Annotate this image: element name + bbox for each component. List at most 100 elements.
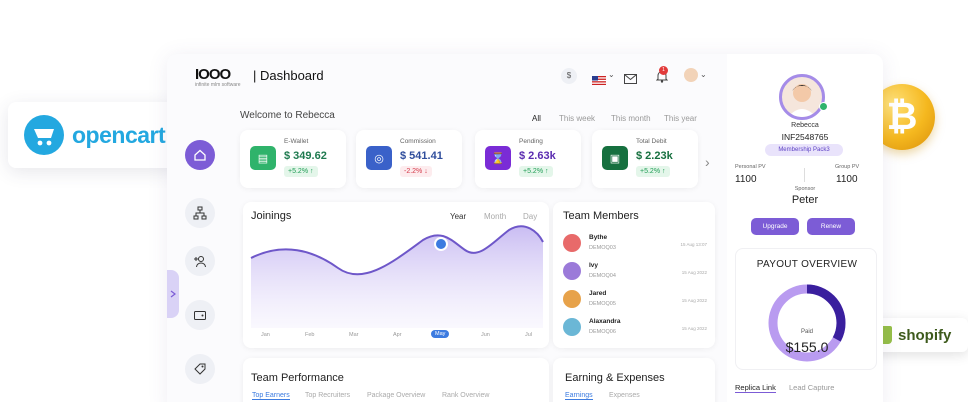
stat-value: $ 541.41 (400, 150, 443, 162)
payout-title: PAYOUT OVERVIEW (736, 259, 878, 270)
team-performance-title: Team Performance (251, 372, 344, 384)
joinings-title: Joinings (251, 210, 291, 222)
stat-label: Total Debit (636, 138, 667, 145)
sidebar-expand-toggle[interactable] (167, 270, 179, 318)
month-label: Jan (261, 332, 270, 338)
group-pv-label: Group PV (835, 164, 859, 170)
filter-this-month[interactable]: This month (611, 114, 651, 123)
tab-package-overview[interactable]: Package Overview (367, 392, 425, 399)
user-avatar-icon[interactable] (684, 68, 698, 82)
upgrade-button[interactable]: Upgrade (751, 218, 799, 235)
add-user-icon[interactable] (185, 246, 215, 276)
stat-card-ewallet[interactable]: ▤ E-Wallet $ 349.62 +5.2% ↑ (240, 130, 346, 188)
sponsor-name: Peter (727, 194, 883, 206)
page-title: | Dashboard (253, 68, 324, 83)
member-code: DEMOQ04 (589, 273, 616, 279)
cart-icon (24, 115, 64, 155)
app-logo[interactable]: IOOO (195, 66, 230, 83)
stat-change: +5.2% ↑ (519, 166, 553, 177)
network-tree-icon[interactable] (185, 198, 215, 228)
stat-value: $ 2.23k (636, 150, 673, 162)
stat-change: +5.2% ↑ (636, 166, 670, 177)
stat-label: E-Wallet (284, 138, 308, 145)
month-label-selected[interactable]: May (431, 330, 449, 338)
renew-button[interactable]: Renew (807, 218, 855, 235)
user-menu-chevron-icon[interactable]: ⌄ (700, 70, 707, 79)
verified-badge-icon (819, 102, 828, 111)
stat-value: $ 2.63k (519, 150, 556, 162)
tab-earnings[interactable]: Earnings (565, 392, 593, 400)
us-flag-icon[interactable] (592, 72, 606, 81)
tab-expenses[interactable]: Expenses (609, 392, 640, 399)
tab-top-earners[interactable]: Top Earners (252, 392, 290, 400)
filter-this-year[interactable]: This year (664, 114, 697, 123)
member-name: Ivy (589, 262, 598, 269)
tab-replica-link[interactable]: Replica Link (735, 383, 776, 393)
profile-id: INF2548765 (727, 132, 883, 142)
personal-pv-label: Personal PV (735, 164, 766, 170)
member-name: Alaxandra (589, 318, 620, 325)
stat-card-commission[interactable]: ◎ Commission $ 541.41 -2.2% ↓ (356, 130, 462, 188)
debit-icon: ▣ (602, 146, 628, 170)
member-date: 15 Aug 2022 (682, 326, 707, 331)
membership-badge: Membership Pack3 (765, 144, 843, 156)
shopify-label: shopify (898, 327, 951, 344)
team-member-row[interactable]: Ivy DEMOQ04 15 Aug 2022 (563, 260, 707, 284)
avatar (563, 262, 581, 280)
tab-lead-capture[interactable]: Lead Capture (789, 383, 834, 392)
member-date: 15 Aug 13:07 (680, 242, 707, 247)
team-performance-card: Team Performance Top Earners Top Recruit… (243, 358, 549, 402)
wallet-icon[interactable] (185, 300, 215, 330)
app-logo-subtitle: infinite mlm software (195, 82, 241, 88)
profile-avatar[interactable] (779, 74, 825, 120)
pending-icon: ⌛ (485, 146, 511, 170)
team-member-row[interactable]: Bythe DEMOQ03 15 Aug 13:07 (563, 232, 707, 256)
member-date: 15 Aug 2022 (682, 270, 707, 275)
team-member-row[interactable]: Alaxandra DEMOQ06 15 Aug 2022 (563, 316, 707, 340)
tag-icon[interactable] (185, 354, 215, 384)
opencart-label: opencart (72, 122, 165, 149)
filter-all[interactable]: All (532, 114, 541, 123)
stats-next-arrow-icon[interactable]: › (705, 154, 710, 170)
pv-divider (804, 168, 805, 182)
member-code: DEMOQ03 (589, 245, 616, 251)
filter-this-week[interactable]: This week (559, 114, 595, 123)
dashboard-window: IOOO infinite mlm software | Dashboard $… (167, 54, 883, 402)
notification-badge: 1 (659, 66, 668, 75)
tab-rank-overview[interactable]: Rank Overview (442, 392, 489, 399)
welcome-message: Welcome to Rebecca (240, 110, 335, 121)
stat-change: -2.2% ↓ (400, 166, 432, 177)
joinings-selected-point[interactable] (435, 238, 447, 250)
sponsor-label: Sponsor (727, 186, 883, 192)
currency-selector[interactable]: $ (561, 68, 577, 84)
language-chevron-icon[interactable]: ⌄ (608, 70, 615, 79)
tab-day[interactable]: Day (523, 212, 537, 221)
stat-card-total-debit[interactable]: ▣ Total Debit $ 2.23k +5.2% ↑ (592, 130, 698, 188)
tab-year[interactable]: Year (450, 212, 466, 221)
payout-paid-label: Paid (736, 329, 878, 335)
stat-card-pending[interactable]: ⌛ Pending $ 2.63k +5.2% ↑ (475, 130, 581, 188)
joinings-area (251, 226, 543, 328)
month-label: Apr (393, 332, 402, 338)
joinings-card: Joinings Year Month Day Jan Feb Mar Apr … (243, 202, 549, 348)
earnings-title: Earning & Expenses (565, 372, 665, 384)
profile-panel: Rebecca INF2548765 Membership Pack3 Pers… (727, 54, 883, 402)
profile-name: Rebecca (727, 122, 883, 129)
home-icon[interactable] (185, 140, 215, 170)
team-members-title: Team Members (563, 210, 639, 222)
avatar (563, 290, 581, 308)
team-member-row[interactable]: Jared DEMOQ05 15 Aug 2022 (563, 288, 707, 312)
member-name: Jared (589, 290, 606, 297)
opencart-badge: opencart (8, 102, 182, 168)
stat-value: $ 349.62 (284, 150, 327, 162)
mail-icon[interactable] (624, 71, 637, 89)
team-members-card: Team Members Bythe DEMOQ03 15 Aug 13:07 … (553, 202, 715, 348)
ewallet-icon: ▤ (250, 146, 276, 170)
personal-pv-value: 1100 (735, 174, 757, 185)
avatar (563, 318, 581, 336)
member-code: DEMOQ06 (589, 329, 616, 335)
tab-month[interactable]: Month (484, 212, 506, 221)
stat-label: Pending (519, 138, 543, 145)
tab-top-recruiters[interactable]: Top Recruiters (305, 392, 350, 399)
payout-overview-card: PAYOUT OVERVIEW Paid $155.0 (735, 248, 877, 370)
